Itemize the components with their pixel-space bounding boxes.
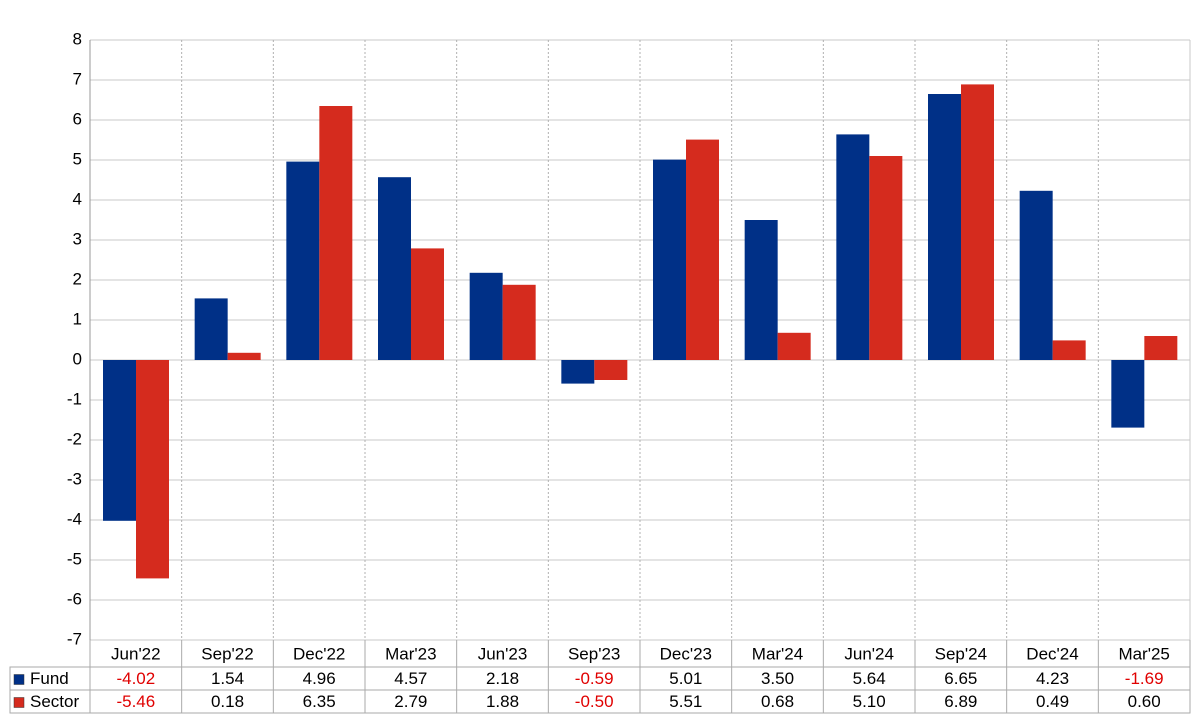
y-tick-label: 7 xyxy=(73,69,82,88)
legend-label: Fund xyxy=(30,669,69,688)
bar xyxy=(136,360,169,579)
y-tick-label: -7 xyxy=(67,629,82,648)
value-label: 0.49 xyxy=(1036,692,1069,711)
bar xyxy=(777,332,811,360)
value-label: 1.88 xyxy=(486,692,519,711)
bar xyxy=(286,161,320,360)
value-label: 5.10 xyxy=(853,692,886,711)
bar xyxy=(653,159,686,360)
bar xyxy=(928,94,961,360)
x-tick-label: Dec'22 xyxy=(293,644,345,663)
bar xyxy=(744,220,778,360)
y-tick-label: -4 xyxy=(67,509,82,528)
bar xyxy=(1052,340,1086,360)
x-tick-label: Mar'23 xyxy=(385,644,436,663)
value-label: 2.79 xyxy=(394,692,427,711)
value-label: -0.59 xyxy=(575,669,614,688)
bar xyxy=(469,272,503,360)
y-tick-label: 0 xyxy=(73,349,82,368)
bar xyxy=(1144,336,1178,360)
value-label: 5.64 xyxy=(853,669,886,688)
value-label: 4.23 xyxy=(1036,669,1069,688)
value-label: 1.54 xyxy=(211,669,244,688)
bar xyxy=(594,360,628,380)
bar xyxy=(961,84,994,361)
y-tick-label: -6 xyxy=(67,589,82,608)
value-label: 4.96 xyxy=(303,669,336,688)
value-label: 0.60 xyxy=(1128,692,1161,711)
x-tick-label: Jun'24 xyxy=(844,644,894,663)
x-tick-label: Sep'23 xyxy=(568,644,620,663)
bar xyxy=(502,284,536,360)
x-tick-label: Dec'23 xyxy=(660,644,712,663)
bar xyxy=(686,139,719,360)
bar xyxy=(319,106,353,360)
value-label: 2.18 xyxy=(486,669,519,688)
value-label: 6.89 xyxy=(944,692,977,711)
bar xyxy=(836,134,870,360)
x-tick-label: Mar'24 xyxy=(752,644,803,663)
y-tick-label: 2 xyxy=(73,269,82,288)
value-label: 6.65 xyxy=(944,669,977,688)
x-tick-label: Sep'22 xyxy=(201,644,253,663)
x-tick-label: Jun'23 xyxy=(478,644,528,663)
value-label: 5.01 xyxy=(669,669,702,688)
y-tick-label: -1 xyxy=(67,389,82,408)
value-label: 4.57 xyxy=(394,669,427,688)
bar xyxy=(411,248,444,360)
value-label: 0.68 xyxy=(761,692,794,711)
y-tick-label: 4 xyxy=(73,189,82,208)
bar xyxy=(227,352,261,360)
bar xyxy=(1111,360,1145,428)
value-label: 3.50 xyxy=(761,669,794,688)
x-tick-label: Jun'22 xyxy=(111,644,161,663)
y-tick-label: 1 xyxy=(73,309,82,328)
value-label: 0.18 xyxy=(211,692,244,711)
value-label: 6.35 xyxy=(303,692,336,711)
x-tick-label: Sep'24 xyxy=(935,644,987,663)
x-tick-label: Dec'24 xyxy=(1026,644,1078,663)
value-label: -1.69 xyxy=(1125,669,1164,688)
bar xyxy=(561,360,595,384)
y-tick-label: -3 xyxy=(67,469,82,488)
legend-swatch xyxy=(13,697,25,708)
bar xyxy=(1019,190,1053,360)
bar xyxy=(103,360,136,521)
y-tick-label: 3 xyxy=(73,229,82,248)
x-tick-label: Mar'25 xyxy=(1118,644,1169,663)
y-tick-label: 8 xyxy=(73,29,82,48)
value-label: -4.02 xyxy=(116,669,155,688)
y-tick-label: 6 xyxy=(73,109,82,128)
bar xyxy=(378,177,411,360)
bar xyxy=(194,298,228,360)
value-label: -5.46 xyxy=(116,692,155,711)
legend-label: Sector xyxy=(30,692,79,711)
bar xyxy=(869,156,903,360)
legend-swatch xyxy=(13,674,25,685)
value-label: -0.50 xyxy=(575,692,614,711)
y-tick-label: -5 xyxy=(67,549,82,568)
value-label: 5.51 xyxy=(669,692,702,711)
y-tick-label: 5 xyxy=(73,149,82,168)
y-tick-label: -2 xyxy=(67,429,82,448)
